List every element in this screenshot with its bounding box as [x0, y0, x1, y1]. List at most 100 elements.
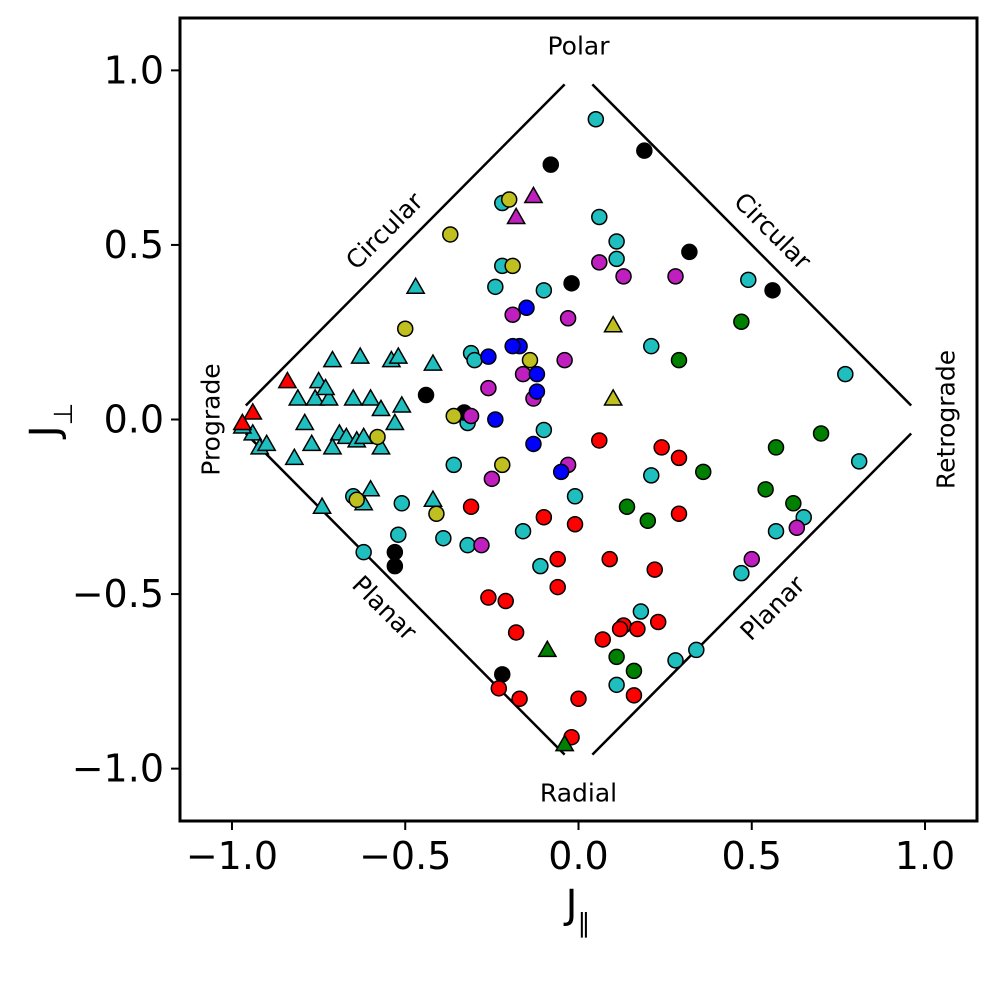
x-axis-ticks: −1.0 −0.5 0.0 0.5 1.0 — [186, 821, 955, 878]
data-point-cyan-circle — [667, 652, 684, 669]
region-label-polar: Polar — [547, 31, 610, 60]
data-point-blue-circle — [487, 411, 504, 428]
data-point-cyan-triangle — [294, 412, 315, 431]
y-axis-label: J⊥ — [22, 403, 79, 440]
data-point-cyan-triangle — [305, 388, 326, 406]
data-point-blue-circle — [552, 463, 570, 481]
data-point-red-circle — [549, 550, 566, 568]
data-point-cyan-triangle — [315, 377, 336, 396]
data-point-cyan-circle — [733, 564, 750, 582]
data-point-yellow-circle — [504, 257, 521, 275]
data-point-yellow-circle — [500, 191, 518, 208]
data-point-cyan-triangle — [388, 346, 409, 364]
data-point-cyan-circle — [390, 526, 407, 543]
data-point-green-circle — [812, 425, 830, 442]
data-point-red-triangle — [242, 402, 263, 420]
y-tick-label: 0.0 — [104, 398, 164, 442]
data-point-yellow-circle — [396, 320, 414, 337]
data-point-cyan-triangle — [360, 479, 381, 497]
data-point-yellow-circle — [369, 428, 386, 446]
data-point-cyan-circle — [466, 351, 483, 369]
data-point-yellow-circle — [348, 491, 365, 509]
data-point-black-circle — [542, 156, 560, 173]
data-point-cyan-triangle — [423, 489, 443, 508]
data-point-cyan-circle — [435, 529, 452, 547]
data-point-green-circle — [694, 463, 712, 481]
data-point-cyan-circle — [393, 495, 411, 512]
data-point-red-circle — [625, 687, 643, 704]
data-point-green-circle — [625, 662, 643, 680]
data-point-green-circle — [608, 648, 625, 666]
data-point-cyan-triangle — [287, 388, 308, 406]
data-points — [232, 110, 868, 752]
y-tick-label: −0.5 — [72, 572, 164, 616]
data-point-magenta-circle — [591, 254, 608, 271]
region-label-radial: Radial — [540, 779, 617, 808]
data-point-yellow-circle — [521, 351, 539, 369]
region-label-circular-left: Circular — [340, 186, 429, 275]
x-tick-label: 0.0 — [548, 834, 608, 878]
data-point-red-circle — [535, 509, 553, 526]
data-point-yellow-circle — [428, 505, 445, 523]
data-point-cyan-triangle — [371, 437, 391, 455]
data-point-magenta-circle — [514, 365, 532, 383]
data-point-red-circle — [462, 498, 480, 516]
data-point-blue-circle — [518, 299, 535, 317]
data-point-cyan-circle — [587, 110, 605, 128]
data-point-red-circle — [507, 624, 525, 641]
region-label-circular-right: Circular — [728, 187, 817, 276]
data-point-magenta-circle — [556, 351, 573, 369]
data-point-cyan-circle — [445, 456, 463, 474]
data-point-black-circle — [494, 666, 511, 683]
y-tick-label: −1.0 — [72, 747, 164, 791]
data-point-blue-circle — [525, 435, 542, 453]
data-point-yellow-circle — [442, 226, 459, 243]
data-point-black-circle — [764, 282, 781, 299]
data-point-yellow-triangle — [603, 388, 624, 406]
region-label-planar-left: Planar — [346, 570, 423, 647]
diamond-edge-lower-left — [244, 432, 566, 756]
x-tick-label: −1.0 — [186, 834, 278, 878]
data-point-black-circle — [417, 386, 435, 404]
y-tick-label: 1.0 — [104, 48, 164, 92]
data-point-cyan-circle — [535, 282, 553, 299]
data-point-magenta-circle — [559, 310, 577, 327]
data-point-cyan-circle — [459, 536, 476, 554]
data-point-red-circle — [570, 690, 587, 708]
data-point-black-circle — [563, 275, 580, 292]
data-point-red-triangle — [232, 412, 253, 431]
y-axis-ticks: −1.0 −0.5 0.0 0.5 1.0 — [72, 48, 180, 791]
data-point-cyan-triangle — [405, 276, 426, 295]
data-point-magenta-circle — [788, 519, 806, 536]
data-point-magenta-circle — [615, 268, 632, 285]
data-point-magenta-triangle — [523, 185, 544, 204]
data-point-cyan-circle — [643, 467, 660, 484]
x-tick-label: −0.5 — [359, 834, 451, 878]
data-point-cyan-triangle — [423, 353, 443, 371]
data-point-cyan-triangle — [384, 412, 405, 431]
data-point-blue-circle — [528, 383, 546, 400]
data-point-red-circle — [670, 505, 688, 523]
data-point-cyan-triangle — [256, 433, 277, 452]
data-point-magenta-circle — [743, 550, 761, 568]
data-point-red-circle — [629, 620, 646, 638]
data-point-green-triangle — [537, 639, 558, 658]
diamond-edge-lower-right — [591, 432, 913, 756]
data-point-cyan-circle — [535, 421, 553, 439]
data-point-cyan-triangle — [322, 437, 343, 455]
data-point-red-triangle — [277, 370, 298, 389]
data-point-magenta-triangle — [506, 206, 527, 225]
data-point-cyan-circle — [632, 603, 650, 620]
data-point-cyan-circle — [643, 337, 660, 355]
data-point-cyan-triangle — [322, 350, 343, 368]
data-point-magenta-circle — [667, 268, 684, 285]
data-point-yellow-circle — [494, 456, 511, 474]
region-label-retrograde: Retrograde — [931, 350, 960, 489]
data-point-cyan-triangle — [312, 496, 332, 515]
data-point-red-circle — [566, 515, 584, 533]
data-point-magenta-circle — [504, 306, 521, 324]
x-tick-label: 0.5 — [722, 834, 782, 878]
data-point-red-circle — [646, 561, 663, 578]
data-point-red-circle — [490, 680, 508, 697]
data-point-green-circle — [639, 512, 657, 529]
